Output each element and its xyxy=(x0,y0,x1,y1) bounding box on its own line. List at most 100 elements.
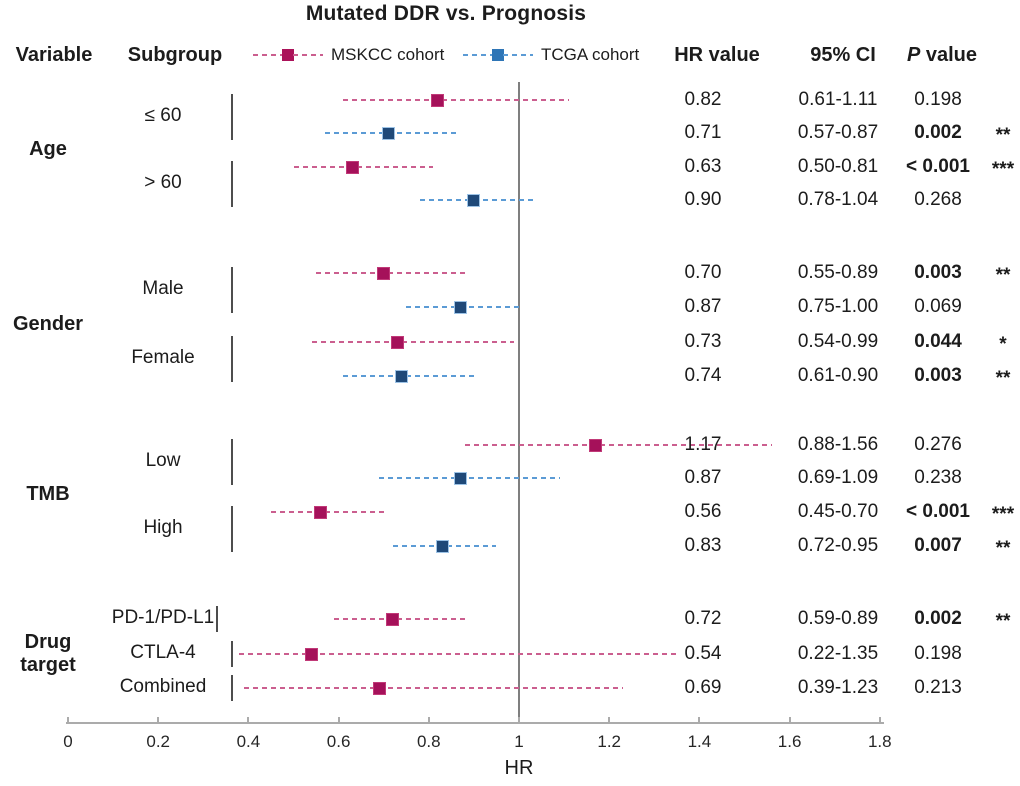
ci-line-mskcc xyxy=(238,653,677,655)
subgroup-label: PD-1/PD-L1 xyxy=(111,607,215,628)
mskcc-dash-icon xyxy=(293,54,323,56)
subgroup-bracket xyxy=(231,438,233,485)
ci-line-mskcc xyxy=(243,687,623,689)
hr-value: 0.54 xyxy=(684,643,722,664)
ci-line-mskcc xyxy=(311,341,515,343)
x-tick-label: 1.8 xyxy=(867,732,892,751)
x-axis-tick xyxy=(67,717,69,722)
significance-stars: * xyxy=(999,334,1007,355)
ci-value: 0.75-1.00 xyxy=(797,296,879,317)
subgroup-label: > 60 xyxy=(144,171,182,193)
marker-tcga xyxy=(381,126,395,140)
subgroup-bracket xyxy=(231,160,233,207)
ci-value: 0.57-0.87 xyxy=(797,122,879,143)
subgroup-label: Low xyxy=(145,449,181,471)
column-header-ci: 95% CI xyxy=(810,44,876,66)
column-header-subgroup: Subgroup xyxy=(127,44,223,66)
x-axis-tick xyxy=(608,717,611,722)
significance-stars: ** xyxy=(995,265,1011,286)
hr-value: 0.72 xyxy=(684,608,722,629)
hr-value: 1.17 xyxy=(684,434,722,455)
ci-line-mskcc xyxy=(343,99,569,101)
hr-value: 0.70 xyxy=(684,262,722,283)
ci-line-mskcc xyxy=(293,166,434,168)
ci-line-tcga xyxy=(343,375,474,377)
ci-value: 0.78-1.04 xyxy=(797,189,879,210)
hr-value: 0.56 xyxy=(684,501,722,522)
ci-value: 0.61-0.90 xyxy=(797,365,879,386)
x-axis-tick xyxy=(157,717,160,722)
variable-label: Drug target xyxy=(20,630,76,676)
ci-value: 0.50-0.81 xyxy=(797,156,879,177)
hr-value: 0.87 xyxy=(684,467,722,488)
x-axis-tick xyxy=(878,717,881,722)
p-header-rest: value xyxy=(920,44,978,66)
subgroup-label: ≤ 60 xyxy=(144,104,182,126)
column-header-variable: Variable xyxy=(15,44,93,66)
p-value: 0.044 xyxy=(914,331,962,352)
x-tick-label: 1.4 xyxy=(687,732,712,751)
marker-mskcc xyxy=(589,438,603,452)
marker-mskcc xyxy=(390,335,404,349)
ci-value: 0.88-1.56 xyxy=(797,434,879,455)
subgroup-bracket xyxy=(231,641,233,667)
p-value: 0.003 xyxy=(914,365,962,386)
subgroup-label: Female xyxy=(131,347,195,368)
x-tick-label: 0.4 xyxy=(236,732,261,751)
p-value: 0.198 xyxy=(914,643,962,664)
subgroup-label: Combined xyxy=(119,676,207,697)
subgroup-label: Male xyxy=(142,278,184,299)
p-value: 0.276 xyxy=(914,434,962,455)
ci-line-mskcc xyxy=(334,618,470,620)
ci-value: 0.69-1.09 xyxy=(797,467,879,488)
x-axis-tick xyxy=(518,717,520,722)
mskcc-square-icon xyxy=(282,49,294,61)
ci-value: 0.59-0.89 xyxy=(797,608,879,629)
marker-tcga xyxy=(453,471,467,485)
significance-stars: ** xyxy=(995,368,1011,389)
significance-stars: ** xyxy=(995,125,1011,146)
p-value: < 0.001 xyxy=(906,156,970,177)
x-axis-tick xyxy=(427,717,430,722)
subgroup-label: CTLA-4 xyxy=(130,642,196,663)
reference-line xyxy=(518,82,520,724)
x-axis-line xyxy=(66,722,884,724)
marker-mskcc xyxy=(345,160,359,174)
ci-value: 0.61-1.11 xyxy=(798,89,878,110)
x-axis-tick xyxy=(788,717,791,722)
x-axis-tick xyxy=(247,717,250,722)
marker-mskcc xyxy=(314,505,328,519)
hr-value: 0.83 xyxy=(684,535,722,556)
hr-value: 0.87 xyxy=(684,296,722,317)
marker-tcga xyxy=(435,539,449,553)
tcga-square-icon xyxy=(492,49,504,61)
ci-value: 0.22-1.35 xyxy=(797,643,879,664)
x-tick-label: 0.2 xyxy=(146,732,170,751)
legend-label-tcga: TCGA cohort xyxy=(541,45,640,64)
p-value: 0.213 xyxy=(914,677,962,698)
p-header-italic: P xyxy=(906,44,921,66)
variable-label: TMB xyxy=(26,483,70,506)
subgroup-bracket xyxy=(231,93,233,140)
marker-mskcc xyxy=(431,93,445,107)
marker-tcga xyxy=(453,300,467,314)
x-axis-title: HR xyxy=(504,757,534,779)
ci-line-mskcc xyxy=(464,444,772,446)
marker-mskcc xyxy=(372,681,386,695)
legend-label-mskcc: MSKCC cohort xyxy=(331,45,445,64)
hr-value: 0.71 xyxy=(684,122,722,143)
ci-value: 0.39-1.23 xyxy=(797,677,879,698)
ci-value: 0.45-0.70 xyxy=(797,501,879,522)
significance-stars: ** xyxy=(995,611,1011,632)
x-tick-label: 1.2 xyxy=(597,732,621,751)
p-value: 0.268 xyxy=(914,189,962,210)
subgroup-bracket xyxy=(231,675,233,701)
ci-value: 0.54-0.99 xyxy=(797,331,879,352)
hr-value: 0.63 xyxy=(684,156,722,177)
hr-value: 0.82 xyxy=(684,89,722,110)
chart-title: Mutated DDR vs. Prognosis xyxy=(305,2,587,25)
column-header-p: P value xyxy=(882,43,1002,67)
ci-value: 0.72-0.95 xyxy=(797,535,879,556)
significance-stars: *** xyxy=(991,159,1015,180)
hr-value: 0.73 xyxy=(684,331,722,352)
